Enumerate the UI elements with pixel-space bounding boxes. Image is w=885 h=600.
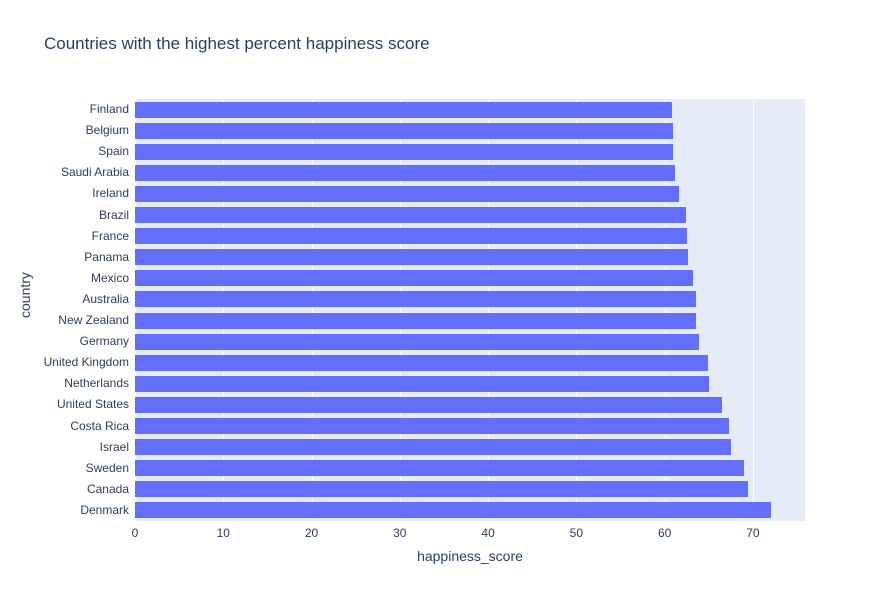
y-tick-label-brazil: Brazil: [98, 207, 129, 222]
y-tick-label-israel: Israel: [99, 439, 129, 454]
x-axis-title: happiness_score: [417, 548, 523, 564]
gridline-x-10: [223, 99, 225, 521]
y-tick-label-ireland: Ireland: [92, 186, 129, 201]
x-tick-label-30: 30: [393, 526, 407, 540]
bar-saudi-arabia[interactable]: [135, 164, 676, 181]
bar-brazil[interactable]: [135, 207, 686, 224]
chart-title: Countries with the highest percent happi…: [44, 34, 430, 53]
bar-germany[interactable]: [135, 333, 700, 350]
x-tick-label-10: 10: [216, 526, 230, 540]
gridline-x-0: [135, 99, 136, 521]
y-tick-label-panama: Panama: [84, 249, 129, 264]
bar-panama[interactable]: [135, 249, 689, 266]
y-tick-label-australia: Australia: [82, 291, 129, 306]
y-tick-label-saudi-arabia: Saudi Arabia: [60, 165, 129, 180]
bar-united-kingdom[interactable]: [135, 354, 708, 371]
bar-australia[interactable]: [135, 291, 696, 308]
gridline-x-40: [488, 99, 490, 521]
gridline-x-70: [752, 99, 754, 521]
bar-belgium[interactable]: [135, 122, 673, 139]
bar-spain[interactable]: [135, 143, 674, 160]
y-tick-label-canada: Canada: [86, 481, 129, 496]
bar-costa-rica[interactable]: [135, 418, 730, 435]
x-tick-label-20: 20: [304, 526, 319, 540]
gridline-x-20: [311, 99, 313, 521]
bar-new-zealand[interactable]: [135, 312, 697, 329]
y-tick-label-sweden: Sweden: [85, 460, 129, 475]
bar-mexico[interactable]: [135, 270, 693, 287]
y-tick-label-denmark: Denmark: [80, 502, 129, 517]
y-tick-label-mexico: Mexico: [90, 270, 129, 285]
gridline-x-30: [399, 99, 401, 521]
bar-finland[interactable]: [135, 101, 672, 118]
x-axis-tick-labels: 0 10 20 30 40 50 60 70: [131, 526, 805, 544]
x-tick-label-50: 50: [569, 526, 584, 540]
x-tick-label-60: 60: [657, 526, 672, 540]
y-tick-label-new-zealand: New Zealand: [58, 313, 129, 327]
y-tick-label-united-kingdom: United Kingdom: [43, 355, 129, 370]
y-tick-label-united-states: United States: [56, 397, 129, 412]
y-tick-label-spain: Spain: [98, 144, 129, 159]
bar-denmark[interactable]: [135, 502, 772, 519]
bar-israel[interactable]: [135, 439, 731, 456]
plot-area[interactable]: [135, 99, 805, 521]
y-tick-label-costa-rica: Costa Rica: [70, 418, 129, 433]
bar-france[interactable]: [135, 228, 687, 245]
x-tick-label-70: 70: [746, 526, 760, 540]
y-tick-label-belgium: Belgium: [85, 123, 129, 138]
y-tick-label-germany: Germany: [79, 334, 129, 349]
y-tick-label-netherlands: Netherlands: [64, 376, 129, 391]
gridline-x-60: [664, 99, 666, 521]
x-tick-label-0: 0: [131, 526, 139, 540]
bar-ireland[interactable]: [135, 185, 679, 202]
bar-netherlands[interactable]: [135, 375, 709, 392]
bar-sweden[interactable]: [135, 460, 745, 477]
gridline-x-50: [576, 99, 578, 521]
y-tick-label-france: France: [91, 228, 129, 243]
x-tick-label-40: 40: [481, 526, 495, 540]
y-axis-tick-labels: Finland Belgium Spain Saudi Arabia Ireland Br…: [0, 99, 129, 521]
bar-canada[interactable]: [135, 481, 748, 498]
bar-united-states[interactable]: [135, 396, 723, 413]
y-tick-label-finland: Finland: [89, 102, 129, 116]
